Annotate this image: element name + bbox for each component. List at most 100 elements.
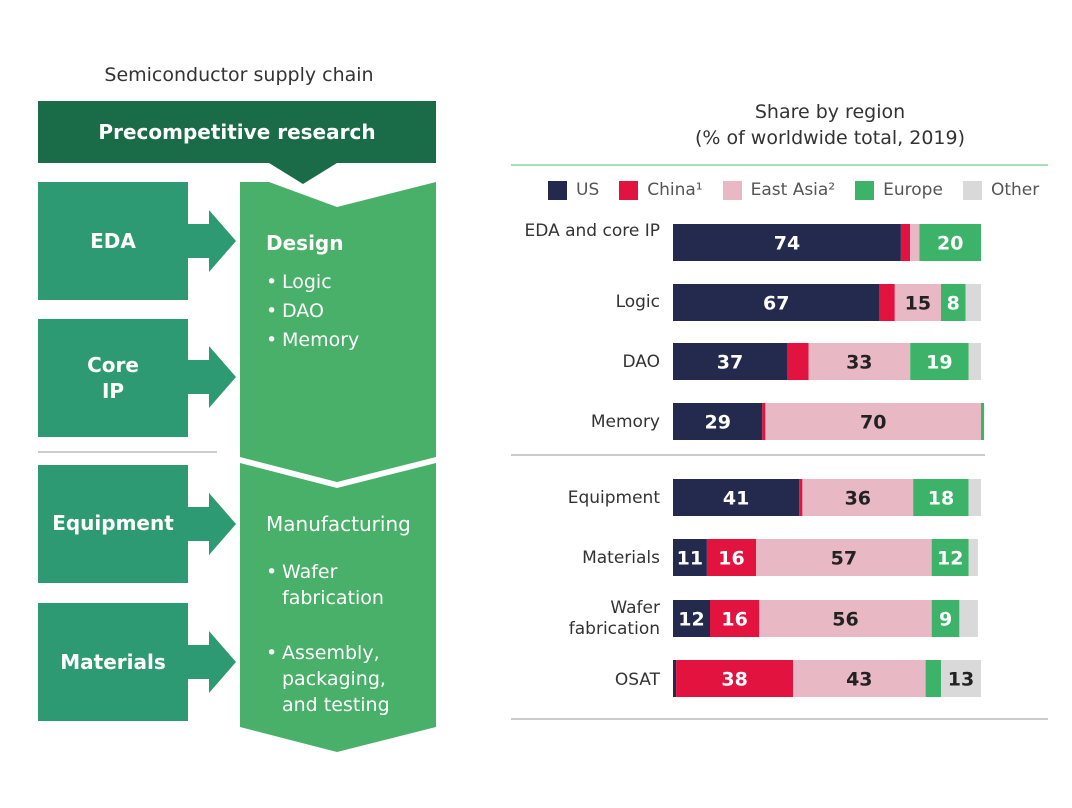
manufacturing-item-wafer: Wafer fabrication [266, 559, 401, 611]
bar-dao-east-asia [808, 343, 911, 380]
data-label-wafer-fabrication-europe: 9 [939, 609, 952, 631]
data-label-dao-europe: 19 [926, 352, 952, 374]
bar-dao-other [968, 343, 981, 380]
bar-materials-us [673, 539, 707, 576]
data-label-dao-east-asia: 33 [846, 352, 872, 374]
data-label-logic-us: 67 [763, 293, 789, 315]
chart-subtitle: (% of worldwide total, 2019) [694, 127, 966, 149]
bar-osat-europe [925, 660, 941, 697]
legend-swatch-east-asia [722, 180, 742, 200]
bar-logic-europe [941, 284, 966, 321]
data-label-materials-europe: 12 [937, 548, 963, 570]
bar-wafer-fabrication-east-asia [759, 600, 932, 637]
chart-legend: US China¹ East Asia² Europe Other [548, 180, 1059, 200]
design-item-memory: Memory [266, 326, 426, 355]
data-label-materials-east-asia: 57 [831, 548, 857, 570]
bar-osat-east-asia [793, 660, 926, 697]
data-label-equipment-us: 41 [723, 488, 749, 510]
equipment-box [38, 465, 188, 583]
data-label-equipment-east-asia: 36 [845, 488, 871, 510]
eda-label: EDA [90, 229, 136, 253]
eda-box [38, 182, 188, 300]
bar-logic-china [879, 284, 895, 321]
bar-equipment-china [799, 479, 803, 516]
bar-memory-us [673, 403, 763, 440]
row-label-equipment: Equipment [567, 488, 660, 508]
data-label-materials-china: 16 [718, 548, 744, 570]
core-ip-arrow [188, 346, 236, 408]
bar-materials-europe [931, 539, 969, 576]
data-label-logic-east-asia: 15 [905, 293, 931, 315]
bar-materials-other [968, 539, 978, 576]
data-label-wafer-fabrication-us: 12 [678, 609, 704, 631]
design-item-dao: DAO [266, 297, 426, 326]
row-label-wafer-fabrication: Wafer fabrication [568, 598, 660, 639]
legend-item-us: US [548, 180, 599, 200]
chart-title-block: Share by region (% of worldwide total, 2… [600, 99, 1060, 151]
legend-swatch-us [548, 180, 567, 200]
row-label-memory: Memory [590, 412, 660, 432]
equipment-label: Equipment [52, 511, 174, 535]
bar-equipment-us [673, 479, 800, 516]
bar-wafer-fabrication-other [959, 600, 978, 637]
data-label-equipment-europe: 18 [928, 488, 954, 510]
manufacturing-item-assembly: Assembly, packaging, and testing [266, 640, 401, 718]
eda-arrow [188, 210, 236, 272]
legend-item-east-asia: East Asia² [722, 180, 835, 200]
bar-equipment-east-asia [802, 479, 914, 516]
bar-dao-china [787, 343, 809, 380]
legend-label-us: US [576, 180, 600, 200]
legend-label-europe: Europe [883, 180, 943, 200]
supply-chain-title: Semiconductor supply chain [104, 64, 374, 86]
data-label-memory-us: 29 [704, 412, 730, 434]
legend-label-china: China¹ [647, 180, 703, 200]
precompetitive-research-banner [38, 101, 436, 184]
materials-box [38, 603, 188, 721]
data-label-eda-and-core-ip-us: 74 [774, 233, 800, 255]
bar-logic-other [965, 284, 981, 321]
data-label-osat-china: 38 [721, 669, 747, 691]
bar-wafer-fabrication-us [673, 600, 710, 637]
core-ip-box [38, 319, 188, 437]
data-label-wafer-fabrication-east-asia: 56 [832, 609, 858, 631]
data-label-logic-europe: 8 [947, 293, 960, 315]
bar-memory-europe [981, 403, 985, 440]
data-label-eda-and-core-ip-europe: 20 [937, 233, 963, 255]
design-title: Design [266, 231, 344, 255]
bar-logic-east-asia [894, 284, 941, 321]
bar-eda-and-core-ip-us [673, 224, 901, 261]
design-item-logic: Logic [266, 268, 426, 297]
data-label-memory-east-asia: 70 [860, 412, 886, 434]
row-label-logic: Logic [615, 292, 660, 312]
bar-dao-europe [910, 343, 969, 380]
row-label-materials: Materials [582, 548, 660, 568]
data-label-materials-us: 11 [677, 548, 703, 570]
bar-logic-us [673, 284, 880, 321]
data-label-dao-us: 37 [717, 352, 743, 374]
core-ip-label: Core IP [87, 353, 139, 403]
bar-memory-china [762, 403, 766, 440]
equipment-arrow [188, 493, 236, 555]
legend-swatch-europe [855, 180, 875, 200]
data-label-osat-east-asia: 43 [846, 669, 872, 691]
bar-osat-other [941, 660, 981, 697]
data-label-osat-other: 13 [948, 669, 974, 691]
precompetitive-research-label: Precompetitive research [98, 120, 376, 144]
materials-arrow [188, 631, 236, 693]
design-bullet-list: Logic DAO Memory [266, 268, 426, 355]
legend-item-china: China¹ [619, 180, 703, 200]
data-label-wafer-fabrication-china: 16 [721, 609, 747, 631]
legend-item-europe: Europe [855, 180, 943, 200]
bar-wafer-fabrication-china [710, 600, 760, 637]
bar-wafer-fabrication-europe [931, 600, 960, 637]
manufacturing-title: Manufacturing [266, 512, 411, 536]
bar-memory-east-asia [765, 403, 981, 440]
materials-label: Materials [60, 650, 166, 674]
bar-osat-us [673, 660, 677, 697]
bar-eda-and-core-ip-china [900, 224, 911, 261]
row-label-dao: DAO [622, 352, 660, 372]
legend-swatch-china [619, 180, 639, 200]
bar-materials-china [706, 539, 757, 576]
chart-title: Share by region [754, 101, 906, 123]
